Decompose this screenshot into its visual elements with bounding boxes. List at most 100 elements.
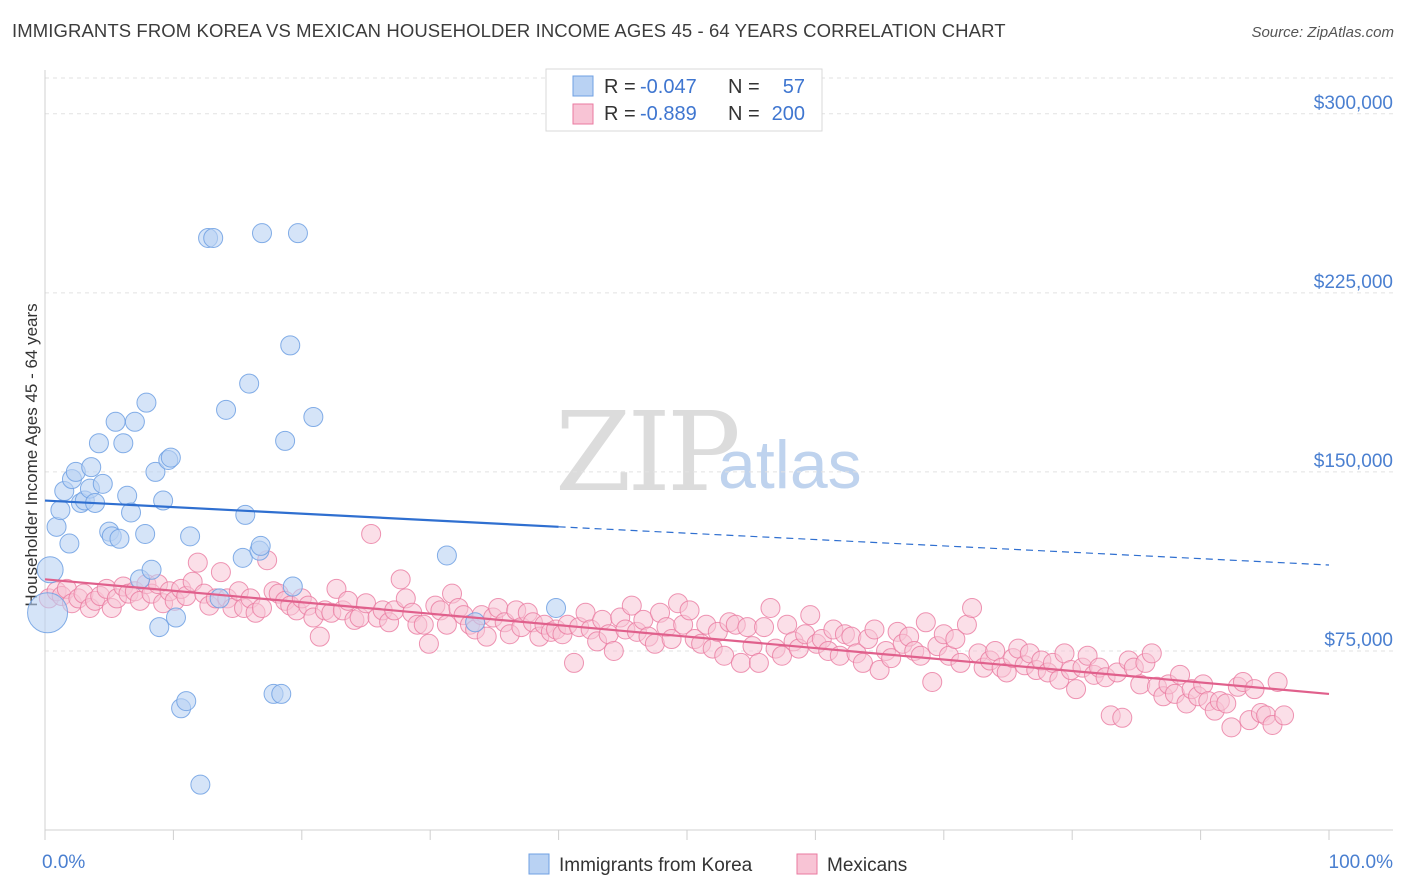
x-tick-marks — [44, 830, 1330, 840]
korea-point — [50, 500, 71, 521]
mexicans-point — [187, 552, 208, 573]
korea-point — [282, 576, 303, 597]
bottom-legend-korea: Immigrants from Korea — [559, 855, 753, 876]
legend-swatch-mexicans — [572, 103, 594, 125]
korea-point — [124, 411, 145, 432]
korea-point — [27, 592, 69, 634]
mexicans-point — [476, 626, 497, 647]
mexicans-point — [956, 614, 977, 635]
korea-point — [250, 535, 271, 556]
korea-point — [251, 223, 272, 244]
korea-point — [149, 617, 170, 638]
mexicans-point — [1141, 643, 1162, 664]
korea-point — [436, 545, 457, 566]
x-tick-label-max: 100.0% — [1329, 852, 1394, 873]
korea-point — [136, 392, 157, 413]
korea-trend-solid — [44, 499, 559, 528]
mexicans-point — [742, 636, 763, 657]
x-tick-label-min: 0.0% — [42, 852, 85, 873]
korea-point — [465, 612, 486, 633]
mexicans-point — [390, 569, 411, 590]
korea-point — [280, 335, 301, 356]
korea-point — [88, 433, 109, 454]
y-axis-label: Householder Income Ages 45 - 64 years — [22, 303, 41, 606]
chart-title: IMMIGRANTS FROM KOREA VS MEXICAN HOUSEHO… — [12, 20, 1006, 41]
mexicans-points — [38, 523, 1295, 738]
mexicans-point — [910, 645, 931, 666]
legend-n-value-korea: 57 — [783, 76, 805, 98]
legend-n-label-korea: N = — [728, 76, 760, 98]
korea-point — [59, 533, 80, 554]
source-credit: Source: ZipAtlas.com — [1251, 24, 1394, 41]
korea-point — [109, 528, 130, 549]
mexicans-point — [962, 597, 983, 618]
korea-point — [239, 373, 260, 394]
mexicans-point — [575, 602, 596, 623]
mexicans-point — [800, 605, 821, 626]
mexicans-point — [251, 597, 272, 618]
bottom-legend-mexicans: Mexicans — [827, 855, 907, 876]
mexicans-point — [772, 645, 793, 666]
korea-point — [546, 597, 567, 618]
korea-points — [27, 223, 567, 795]
legend-n-value-mexicans: 200 — [772, 103, 805, 125]
y-tick-labels: $75,000 $150,000 $225,000 $300,000 — [1314, 93, 1393, 651]
mexicans-point — [1216, 693, 1237, 714]
y-tick-label: $225,000 — [1314, 272, 1393, 293]
watermark-zip: ZIP — [555, 388, 738, 516]
korea-point — [81, 457, 102, 478]
mexicans-trend — [44, 578, 1330, 696]
mexicans-point — [915, 612, 936, 633]
mexicans-point — [309, 626, 330, 647]
korea-point — [303, 406, 324, 427]
mexicans-point — [603, 640, 624, 661]
mexicans-point — [361, 523, 382, 544]
bottom-legend-swatch-korea — [528, 853, 550, 875]
trend-lines — [44, 499, 1330, 696]
korea-point — [165, 607, 186, 628]
y-tick-label: $75,000 — [1324, 630, 1393, 651]
mexicans-point — [985, 640, 1006, 661]
korea-point — [235, 504, 256, 525]
korea-point — [232, 547, 253, 568]
mexicans-point — [714, 645, 735, 666]
mexicans-point — [748, 652, 769, 673]
mexicans-point — [1267, 671, 1288, 692]
korea-point — [36, 556, 64, 584]
korea-point — [46, 516, 67, 537]
y-tick-label: $150,000 — [1314, 451, 1393, 472]
mexicans-point — [1054, 643, 1075, 664]
mexicans-point — [841, 626, 862, 647]
mexicans-point — [754, 617, 775, 638]
bottom-legend-swatch-mexicans — [796, 853, 818, 875]
korea-point — [105, 411, 126, 432]
mexicans-point — [598, 624, 619, 645]
korea-point — [190, 774, 211, 795]
mexicans-point — [1244, 679, 1265, 700]
mexicans-point — [950, 652, 971, 673]
mexicans-point — [633, 609, 654, 630]
korea-point — [145, 461, 166, 482]
korea-point — [92, 473, 113, 494]
korea-point — [176, 691, 197, 712]
legend-box: R = -0.047 N = 57 R = -0.889 N = 200 — [545, 68, 823, 132]
mexicans-point — [621, 595, 642, 616]
mexicans-point — [1112, 707, 1133, 728]
korea-point — [135, 523, 156, 544]
mexicans-point — [564, 652, 585, 673]
mexicans-point — [413, 614, 434, 635]
korea-trend-dashed — [558, 526, 1330, 566]
korea-point — [275, 430, 296, 451]
mexicans-point — [737, 617, 758, 638]
mexicans-point — [210, 562, 231, 583]
legend-r-label-korea: R = — [604, 76, 636, 98]
mexicans-point — [760, 597, 781, 618]
mexicans-point — [730, 652, 751, 673]
mexicans-point — [864, 619, 885, 640]
korea-point — [117, 485, 138, 506]
korea-point — [160, 447, 181, 468]
mexicans-point — [679, 600, 700, 621]
legend-swatch-korea — [572, 75, 594, 97]
mexicans-point — [644, 633, 665, 654]
korea-point — [216, 399, 237, 420]
